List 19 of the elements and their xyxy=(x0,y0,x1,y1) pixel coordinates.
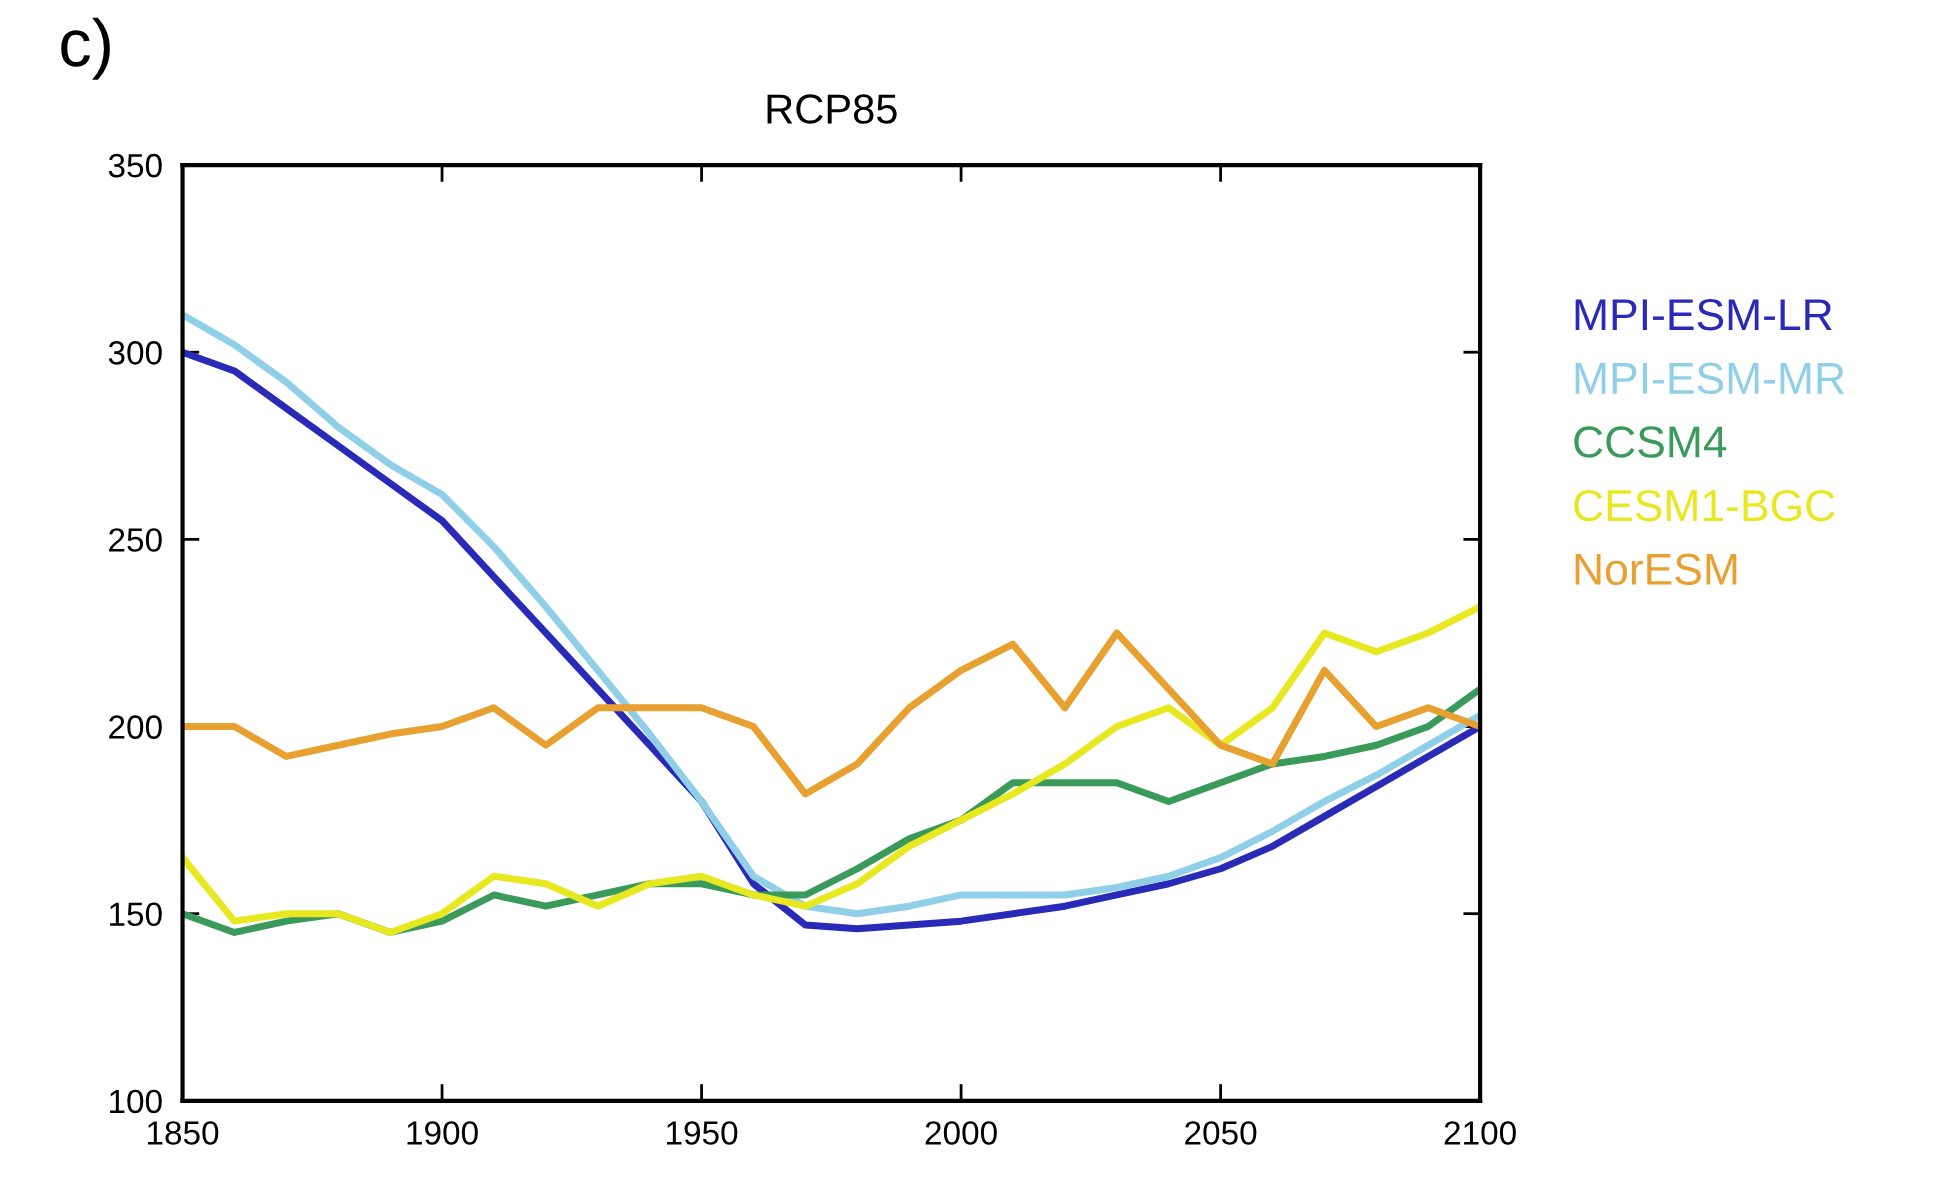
y-tick-label: 150 xyxy=(110,902,162,927)
chart-title: RCP85 xyxy=(767,94,897,124)
y-tick-label: 250 xyxy=(109,528,162,552)
text: NorESM xyxy=(1575,553,1737,586)
x-tick-label: 1900 xyxy=(407,1121,478,1145)
x-tick-label: 1850 xyxy=(148,1121,219,1145)
y-tick-label: 350 xyxy=(108,153,162,178)
y-tick-label: 200 xyxy=(109,715,162,739)
x-tick-label: 2000 xyxy=(925,1121,997,1145)
text: c) xyxy=(61,17,110,80)
text: MPI-ESM-MR xyxy=(1575,362,1844,395)
text: CESM1-BGC xyxy=(1574,489,1835,522)
text: CCSM4 xyxy=(1574,426,1727,458)
x-tick-label: 2100 xyxy=(1444,1121,1516,1145)
y-tick-label: 100 xyxy=(110,1089,162,1114)
x-tick-label: 2050 xyxy=(1185,1121,1257,1145)
x-tick-label: 1950 xyxy=(667,1121,738,1145)
y-tick-label: 300 xyxy=(108,341,162,365)
text: MPI-ESM-LR xyxy=(1575,298,1832,331)
